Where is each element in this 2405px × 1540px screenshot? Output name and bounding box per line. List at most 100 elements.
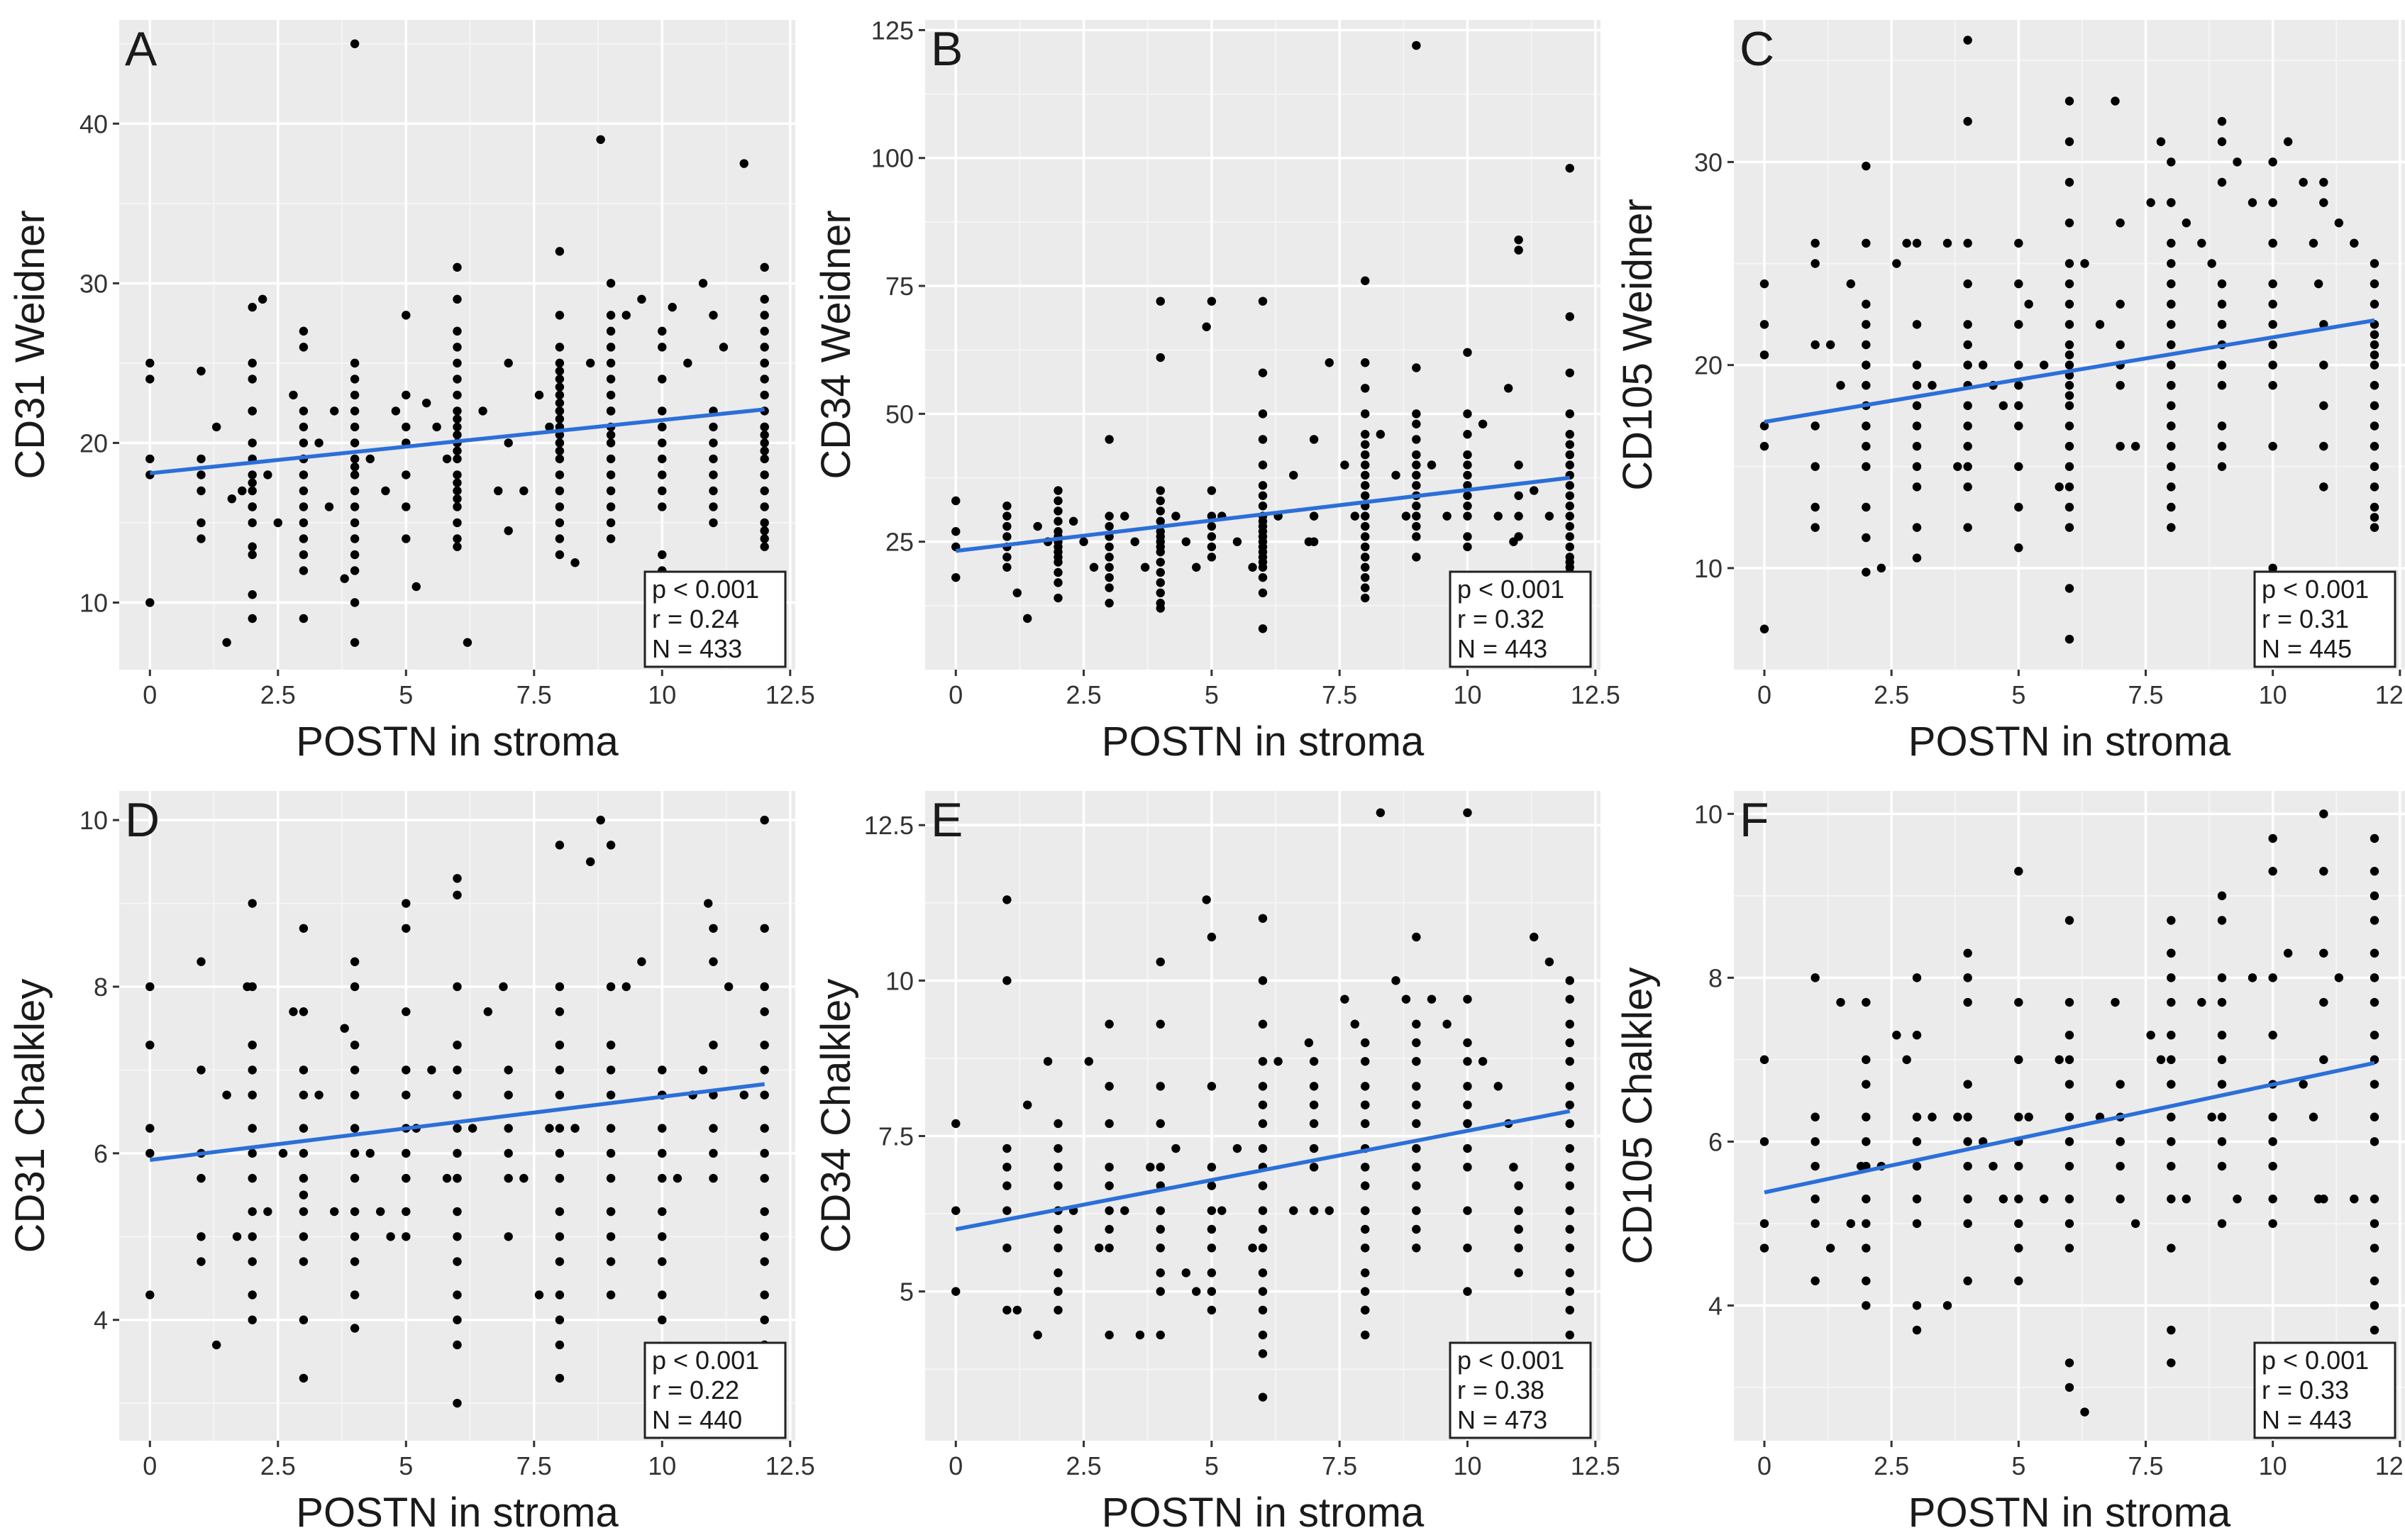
data-point — [2319, 1055, 2328, 1065]
data-point — [1361, 470, 1370, 480]
data-point — [1105, 1243, 1114, 1253]
data-point — [545, 422, 554, 432]
x-tick-label: 2.5 — [1066, 680, 1102, 709]
data-point — [760, 982, 769, 992]
data-point — [2334, 218, 2344, 228]
data-point — [1412, 40, 1421, 50]
data-point — [1963, 401, 1972, 411]
data-point — [350, 1065, 360, 1075]
data-point — [1810, 523, 1820, 532]
data-point — [453, 1090, 462, 1099]
data-point — [1862, 1112, 1871, 1121]
data-point — [555, 486, 565, 496]
data-point — [1258, 435, 1268, 444]
data-point — [606, 279, 616, 288]
data-point — [504, 526, 513, 536]
data-point — [1953, 1112, 1962, 1121]
data-point — [1156, 353, 1165, 362]
data-point — [555, 1124, 565, 1133]
data-point — [1054, 1163, 1063, 1172]
data-point — [606, 390, 616, 400]
data-point — [1361, 1330, 1370, 1340]
data-point — [2370, 330, 2379, 339]
data-point — [570, 1124, 580, 1133]
stats-p-value: p < 0.001 — [1457, 575, 1564, 604]
data-point — [1978, 360, 1988, 370]
data-point — [1412, 435, 1421, 444]
data-point — [760, 1315, 769, 1324]
data-point — [2268, 340, 2277, 350]
y-tick-label: 10 — [1694, 799, 1723, 829]
stats-n-value: N = 443 — [2262, 1405, 2352, 1434]
data-point — [1963, 441, 1972, 451]
data-point — [453, 430, 462, 440]
data-point — [2116, 1161, 2125, 1171]
data-point — [709, 957, 718, 966]
data-point — [1902, 1055, 1911, 1065]
data-point — [453, 406, 462, 416]
data-point — [145, 1124, 155, 1133]
data-point — [2064, 502, 2074, 512]
data-point — [555, 1040, 565, 1050]
data-point — [2268, 973, 2277, 982]
data-point — [1565, 1038, 1574, 1048]
data-point — [299, 566, 309, 575]
data-point — [1309, 1100, 1319, 1109]
data-point — [453, 1124, 462, 1133]
data-point — [1912, 1195, 1922, 1204]
data-point — [2167, 1195, 2176, 1204]
data-point — [1156, 506, 1165, 516]
data-point — [350, 638, 360, 647]
panel-a-scatter: 0 2.5 5 7.5 10 12.5 10 20 30 40 POSTN in stroma CD3… — [7, 20, 815, 765]
data-point — [350, 454, 360, 464]
data-point — [1565, 521, 1574, 531]
data-point — [709, 518, 718, 528]
data-point — [555, 247, 565, 256]
data-points — [145, 815, 769, 1408]
y-tick-label: 12.5 — [864, 811, 914, 840]
data-point — [1258, 1119, 1268, 1129]
data-point — [1412, 1057, 1421, 1066]
data-point — [658, 502, 667, 511]
data-point — [1207, 932, 1217, 942]
data-point — [1862, 161, 1871, 171]
x-tick-label: 2.5 — [1066, 1451, 1102, 1480]
stats-n-value: N = 433 — [652, 634, 742, 663]
data-point — [324, 502, 334, 511]
data-point — [1202, 322, 1211, 331]
data-point — [1361, 1305, 1370, 1315]
data-point — [2268, 1137, 2277, 1146]
data-point — [1054, 567, 1063, 577]
data-point — [145, 598, 155, 607]
data-point — [1105, 1082, 1114, 1091]
data-point — [263, 1207, 272, 1217]
data-point — [951, 572, 961, 582]
data-point — [340, 574, 349, 583]
data-point — [606, 454, 616, 464]
data-point — [555, 518, 565, 528]
data-point — [340, 1024, 349, 1033]
data-point — [760, 1257, 769, 1266]
data-point — [1912, 381, 1922, 390]
data-point — [1309, 1119, 1319, 1129]
data-point — [709, 1124, 718, 1133]
data-point — [1530, 932, 1539, 942]
data-point — [555, 454, 565, 464]
data-point — [606, 1065, 616, 1075]
data-point — [1412, 481, 1421, 490]
x-tick-label: 0 — [949, 680, 963, 709]
data-point — [1565, 995, 1574, 1004]
data-point — [2167, 1325, 2176, 1335]
data-point — [1810, 973, 1820, 982]
data-point — [1912, 1325, 1922, 1335]
data-point — [1759, 320, 1769, 329]
data-point — [1514, 1268, 1523, 1278]
data-point — [1361, 532, 1370, 541]
data-point — [2268, 238, 2277, 248]
data-point — [350, 982, 360, 992]
data-point — [2370, 867, 2379, 876]
data-point — [2217, 177, 2227, 187]
x-tick-label: 10 — [648, 680, 676, 709]
data-point — [2167, 360, 2176, 370]
data-point — [248, 614, 257, 624]
